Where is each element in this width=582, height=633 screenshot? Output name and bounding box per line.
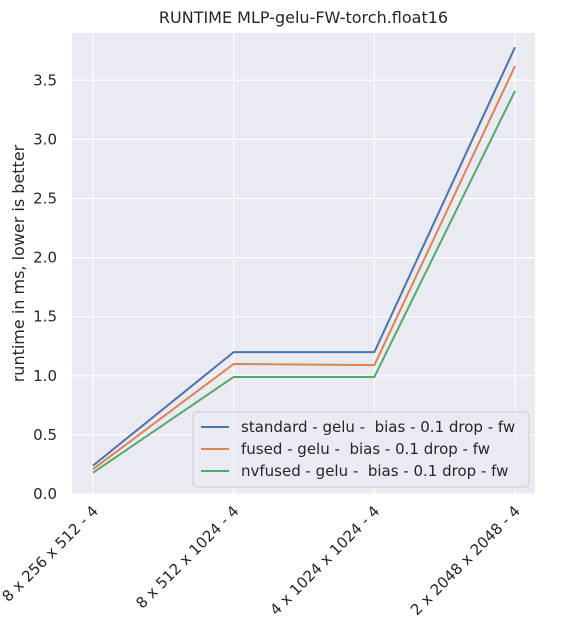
legend-label: standard - gelu - bias - 0.1 drop - fw	[241, 418, 515, 436]
y-tick-labels: 0.0 0.5 1.0 1.5 2.0 2.5 3.0 3.5	[33, 71, 57, 503]
series-line	[92, 65, 516, 470]
y-tick-label: 3.5	[33, 71, 57, 89]
y-axis-label: runtime in ms, lower is better	[9, 144, 28, 382]
y-tick-label: 0.0	[33, 485, 57, 503]
series-line	[92, 90, 516, 474]
legend-box	[192, 411, 530, 488]
y-tick-label: 3.0	[33, 130, 57, 148]
series-line	[92, 46, 516, 467]
y-tick-label: 1.5	[33, 308, 57, 326]
series-lines	[92, 46, 516, 474]
legend-label: fused - gelu - bias - 0.1 drop - fw	[241, 440, 490, 458]
legend: standard - gelu - bias - 0.1 drop - fw fu…	[192, 411, 530, 488]
y-tick-label: 2.0	[33, 249, 57, 267]
y-tick-label: 1.0	[33, 367, 57, 385]
y-tick-label: 2.5	[33, 189, 57, 207]
y-tick-label: 0.5	[33, 426, 57, 444]
chart-title: RUNTIME MLP-gelu-FW-torch.float16	[159, 8, 448, 27]
grid-lines	[72, 33, 535, 495]
legend-label: nvfused - gelu - bias - 0.1 drop - fw	[241, 462, 508, 480]
